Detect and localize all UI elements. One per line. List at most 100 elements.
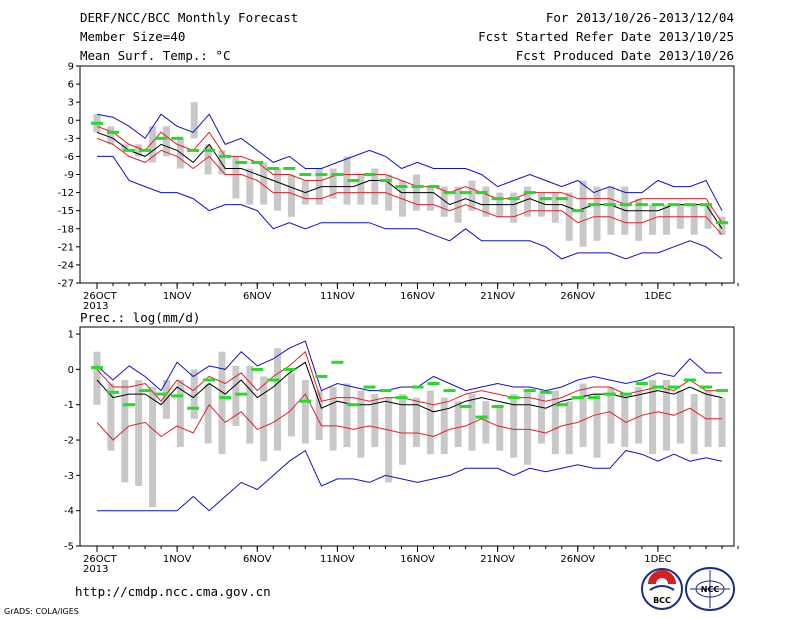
spread-box: [301, 379, 309, 444]
ncc-logo-text: NCC: [701, 585, 720, 594]
header-produced-date: Fcst Produced Date 2013/10/26: [516, 48, 734, 63]
spread-box: [621, 394, 629, 448]
median-mark: [283, 166, 296, 170]
median-mark: [315, 374, 328, 378]
spread-box: [315, 390, 323, 441]
median-mark: [683, 203, 696, 207]
x-tick-label: 6NOV: [243, 554, 272, 565]
series-line-lower: [96, 393, 722, 441]
median-mark: [251, 367, 264, 371]
median-mark: [507, 197, 520, 201]
spread-box: [149, 387, 157, 508]
spread-box: [676, 390, 684, 444]
x-tick-label: 21NOV: [480, 554, 515, 565]
median-mark: [235, 392, 248, 396]
median-mark: [443, 389, 456, 393]
spread-box: [274, 348, 282, 451]
spread-box: [357, 390, 365, 458]
spread-box: [232, 156, 240, 199]
series-line-max: [96, 340, 722, 392]
median-mark: [315, 173, 328, 176]
bcc-logo: BCC: [641, 568, 683, 610]
x-tick-label: 26OCT: [83, 554, 118, 565]
series-line-upper: [96, 350, 722, 406]
footer-url[interactable]: http://cmdp.ncc.cma.gov.cn: [75, 584, 271, 599]
spread-box: [329, 168, 337, 199]
spread-box: [440, 397, 448, 455]
median-mark: [139, 389, 152, 393]
spread-box: [274, 168, 282, 211]
y-tick-label: -21: [58, 242, 74, 253]
x-tick-label: 1DEC: [644, 554, 671, 565]
median-mark: [219, 396, 232, 400]
spread-box: [135, 379, 143, 486]
median-mark: [555, 197, 568, 201]
median-mark: [299, 173, 312, 176]
median-mark: [539, 390, 552, 394]
y-tick-label: -15: [58, 206, 74, 217]
spread-box: [662, 204, 670, 235]
x-tick-label: 11NOV: [320, 291, 355, 302]
median-mark: [459, 191, 472, 195]
spread-box: [218, 150, 226, 175]
spread-box: [107, 383, 115, 451]
spread-box: [690, 394, 698, 455]
spread-box: [704, 204, 712, 229]
median-mark: [603, 392, 616, 396]
x-tick-label: 11NOV: [320, 554, 355, 565]
median-mark: [635, 203, 648, 207]
series-line-upper: [96, 125, 723, 223]
series-line-min: [97, 449, 723, 512]
footer-credit: GrADS: COLA/IGES: [4, 607, 79, 616]
y-tick-label: -24: [58, 260, 74, 271]
median-mark: [411, 185, 424, 189]
median-mark: [187, 406, 200, 410]
spread-box: [649, 204, 657, 235]
median-mark: [379, 179, 392, 183]
series-line-max: [96, 113, 723, 211]
spread-box: [371, 394, 379, 448]
y-tick-label: 3: [68, 98, 74, 109]
series-line-mean: [96, 361, 723, 413]
median-mark: [475, 415, 488, 419]
median-mark: [427, 185, 440, 189]
median-mark: [171, 394, 184, 398]
median-mark: [716, 389, 728, 393]
spread-box: [232, 365, 240, 426]
series-line-min: [97, 155, 723, 260]
median-mark: [203, 148, 216, 152]
median-mark: [523, 191, 536, 195]
median-mark: [571, 209, 584, 213]
median-mark: [347, 179, 360, 183]
spread-box: [343, 383, 351, 448]
spread-box: [718, 216, 726, 235]
median-mark: [716, 221, 728, 225]
spread-box: [510, 192, 518, 223]
plot-frame: [79, 326, 735, 547]
median-mark: [331, 173, 344, 176]
y-tick-label: -9: [64, 170, 74, 181]
median-mark: [667, 385, 680, 389]
spread-box: [468, 394, 476, 451]
spread-box: [357, 174, 365, 205]
spread-box: [246, 168, 254, 205]
spread-box: [579, 383, 587, 448]
median-mark: [139, 148, 152, 152]
median-mark: [107, 390, 120, 394]
median-mark: [395, 185, 408, 189]
median-mark: [619, 392, 632, 396]
y-tick-label: 0: [68, 116, 74, 127]
median-mark: [411, 385, 424, 389]
spread-box: [482, 401, 490, 444]
median-mark: [347, 403, 360, 407]
median-mark: [651, 203, 664, 207]
spread-box: [579, 180, 587, 247]
header: DERF/NCC/BCC Monthly Forecast Member Siz…: [80, 10, 734, 63]
spread-box: [537, 192, 545, 217]
median-mark: [635, 382, 648, 386]
spread-box: [537, 394, 545, 444]
spread-box: [593, 186, 601, 241]
median-mark: [475, 191, 488, 195]
y-tick-label: -27: [58, 279, 74, 290]
median-mark: [331, 360, 344, 364]
